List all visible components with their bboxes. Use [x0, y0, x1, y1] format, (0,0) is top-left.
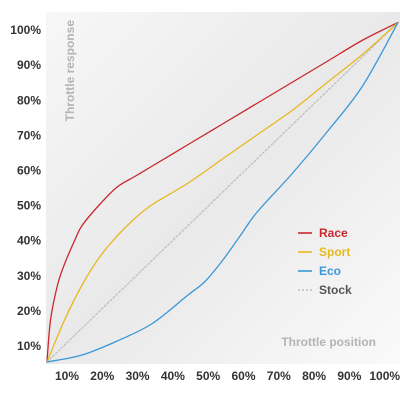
y-axis-title: Throttle response — [63, 20, 77, 122]
series-line-stock — [46, 21, 399, 363]
legend: Race Sport Eco Stock — [298, 226, 352, 297]
series-line-race — [46, 21, 399, 363]
series-line-eco — [46, 21, 399, 363]
x-tick-label: 50% — [196, 369, 220, 383]
series-line-sport — [46, 21, 399, 363]
x-tick-label: 60% — [231, 369, 255, 383]
x-tick-label: 90% — [337, 369, 361, 383]
y-tick-label: 100% — [10, 23, 41, 37]
y-axis-ticks: 10% 20% 30% 40% 50% 60% 70% 80% 90% 100% — [10, 23, 41, 353]
y-tick-label: 10% — [17, 339, 41, 353]
y-tick-label: 20% — [17, 304, 41, 318]
y-tick-label: 30% — [17, 269, 41, 283]
x-tick-label: 70% — [267, 369, 291, 383]
series-lines — [46, 21, 399, 363]
y-tick-label: 40% — [17, 234, 41, 248]
y-tick-label: 70% — [17, 128, 41, 142]
x-axis-ticks: 10% 20% 30% 40% 50% 60% 70% 80% 90% 100% — [55, 369, 400, 383]
x-tick-label: 40% — [161, 369, 185, 383]
legend-label-sport: Sport — [319, 245, 350, 259]
legend-label-eco: Eco — [319, 264, 341, 278]
y-tick-label: 80% — [17, 93, 41, 107]
x-tick-label: 30% — [126, 369, 150, 383]
x-tick-label: 10% — [55, 369, 79, 383]
y-tick-label: 90% — [17, 58, 41, 72]
legend-label-stock: Stock — [319, 283, 352, 297]
y-tick-label: 60% — [17, 164, 41, 178]
x-tick-label: 100% — [369, 369, 400, 383]
x-tick-label: 20% — [90, 369, 114, 383]
x-tick-label: 80% — [302, 369, 326, 383]
legend-label-race: Race — [319, 226, 348, 240]
x-axis-title: Throttle position — [281, 335, 376, 349]
y-tick-label: 50% — [17, 199, 41, 213]
